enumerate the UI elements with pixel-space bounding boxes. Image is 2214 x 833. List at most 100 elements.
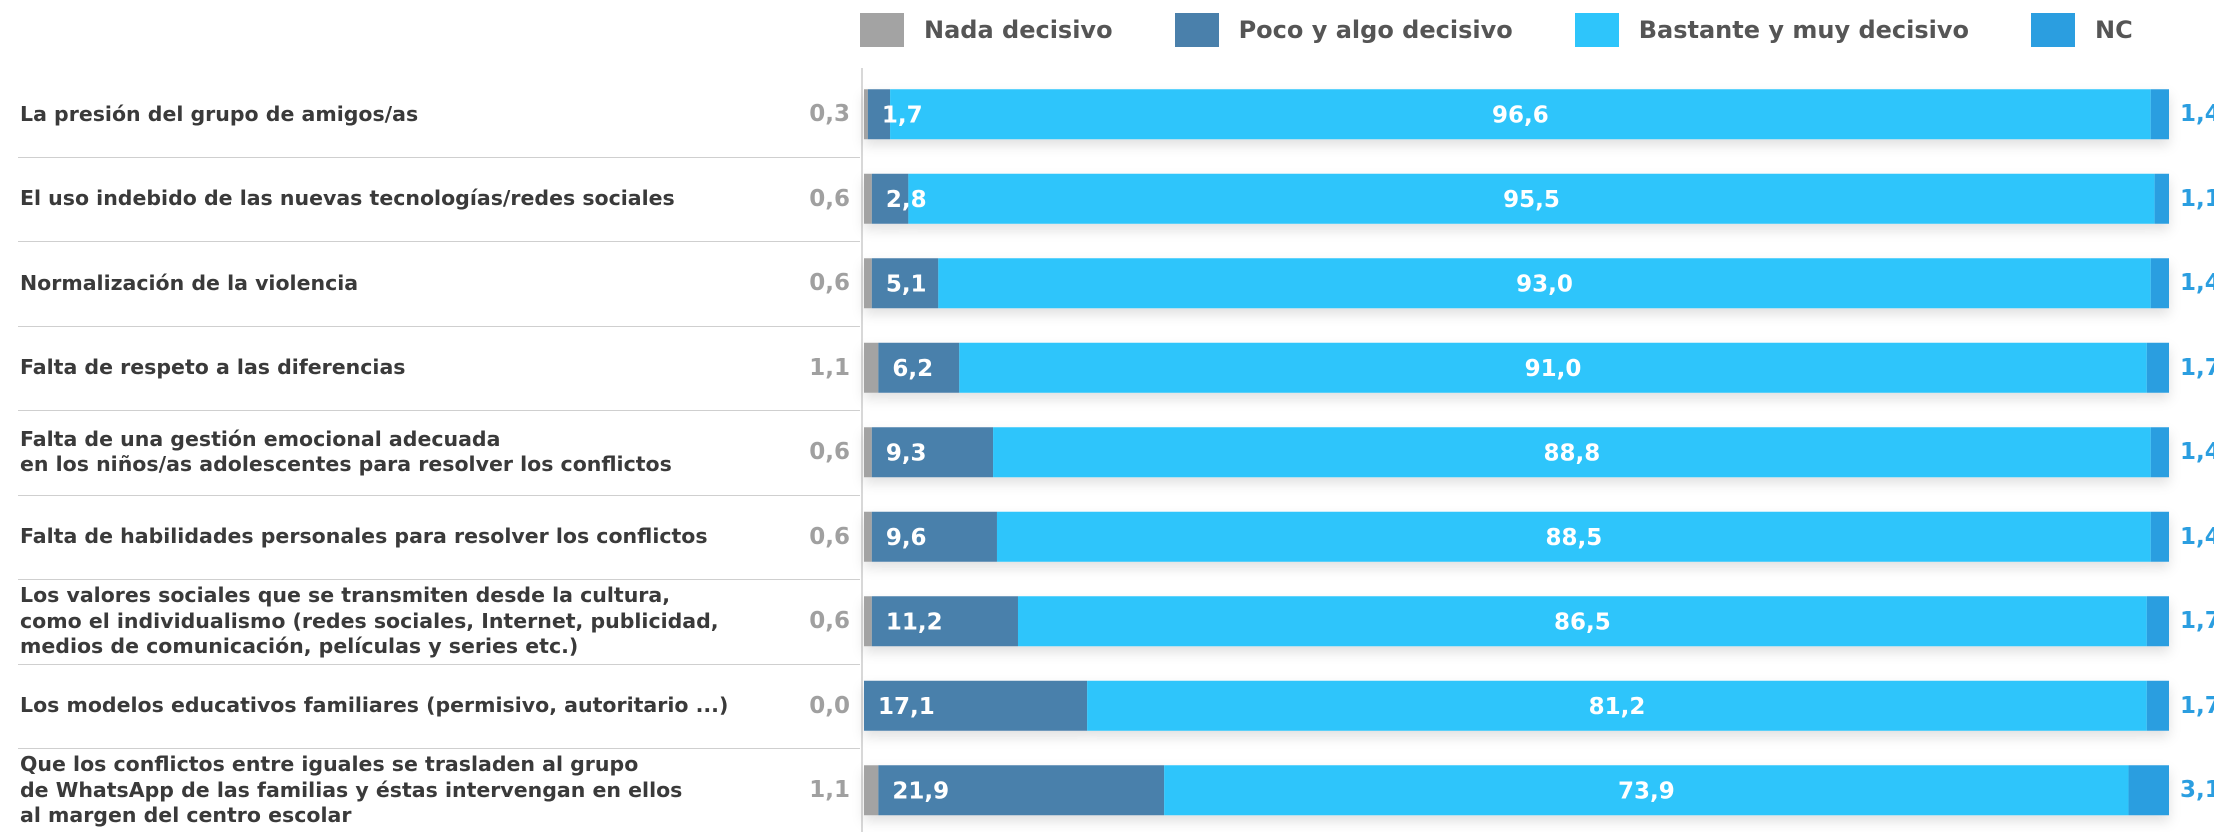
bar-segment-nada [864, 511, 872, 562]
bar-segment-poco [867, 89, 891, 140]
row-separator [18, 241, 860, 242]
value-label-nada: 0,6 [809, 608, 850, 635]
bar-segment-nc [2150, 89, 2169, 140]
legend-label-poco: Poco y algo decisivo [1238, 16, 1513, 44]
bar-segment-nada [864, 596, 872, 647]
legend-swatch-poco [1174, 13, 1219, 47]
bar-segment-poco [871, 258, 939, 309]
bar-segment-nada [864, 342, 879, 393]
bar-segment-nada [864, 258, 872, 309]
legend-item-bastante: Bastante y muy decisivo [1574, 13, 1970, 47]
row-separator [18, 325, 860, 327]
bar-segment-nc [2146, 596, 2170, 647]
bar-segment-poco [871, 173, 909, 224]
bar-segment-nc [2128, 765, 2169, 816]
bar-segment-poco [871, 596, 1018, 647]
row-separator [18, 748, 860, 749]
bar-group [864, 342, 2170, 393]
bar-segment-nc [2154, 173, 2169, 224]
chart-legend: Nada decisivo Poco y algo decisivo Bastant… [860, 8, 2195, 52]
legend-label-nc: NC [2095, 16, 2133, 44]
bar-group [864, 765, 2169, 816]
bar-group [864, 596, 2170, 647]
legend-item-poco: Poco y algo decisivo [1174, 13, 1513, 47]
bar-segment-nada [864, 173, 872, 224]
bar-segment-bastante [908, 173, 2155, 224]
axis-line [861, 68, 863, 832]
value-label-poco: 21,9 [892, 778, 949, 804]
value-label-poco: 6,2 [892, 356, 933, 382]
category-label: La presión del grupo de amigos/as [20, 101, 419, 126]
bar-group [864, 89, 2169, 140]
value-label-poco: 11,2 [886, 609, 943, 635]
category-label: Falta de una gestión emocional adecuada … [20, 426, 672, 477]
bar-segment-bastante [890, 89, 2151, 140]
row-separator [18, 494, 860, 496]
value-label-bastante: 73,9 [1618, 778, 1675, 804]
value-label-bastante: 95,5 [1503, 187, 1560, 213]
bar-group [864, 173, 2169, 224]
bar-group [864, 511, 2169, 562]
legend-label-bastante: Bastante y muy decisivo [1638, 16, 1970, 44]
bar-segment-nc [2150, 427, 2169, 478]
bar-segment-poco [871, 427, 994, 478]
bar-group [864, 680, 2169, 731]
legend-item-nc: NC [2031, 13, 2133, 47]
bar-segment-bastante [959, 342, 2147, 393]
bar-segment-bastante [1087, 680, 2147, 731]
bar-segment-bastante [1017, 596, 2147, 647]
value-label-nc: 1,7 [2180, 692, 2214, 719]
bar-group [864, 427, 2169, 478]
bar-segment-nc [2150, 258, 2169, 309]
bar-segment-bastante [938, 258, 2151, 309]
value-label-bastante: 86,5 [1554, 609, 1611, 635]
bar-segment-nc [2146, 680, 2169, 731]
value-label-poco: 9,3 [886, 440, 927, 466]
bar-group [864, 258, 2169, 309]
bar-segment-nc [2146, 342, 2170, 393]
category-label: Que los conflictos entre iguales se tras… [20, 752, 683, 827]
value-label-bastante: 91,0 [1525, 356, 1582, 382]
value-label-nada: 0,6 [809, 523, 850, 550]
value-label-nc: 1,4 [2180, 270, 2214, 297]
value-label-nc: 1,7 [2180, 608, 2214, 635]
legend-swatch-nada [860, 13, 904, 47]
value-label-nada: 0,3 [809, 101, 850, 128]
category-label: Los valores sociales que se transmiten d… [20, 583, 719, 658]
value-label-nc: 3,1 [2180, 777, 2214, 804]
legend-label-nada: Nada decisivo [924, 16, 1113, 44]
bar-segment-poco [878, 765, 1165, 816]
value-label-poco: 1,7 [882, 102, 923, 128]
category-label: El uso indebido de las nuevas tecnología… [20, 186, 675, 211]
legend-item-nada: Nada decisivo [860, 13, 1113, 47]
value-label-poco: 9,6 [886, 525, 927, 551]
value-label-bastante: 96,6 [1492, 102, 1549, 128]
value-label-nada: 0,0 [809, 692, 850, 719]
bar-segment-bastante [1164, 765, 2129, 816]
legend-swatch-nc [2031, 13, 2076, 47]
bar-segment-bastante [993, 427, 2151, 478]
category-label: Normalización de la violencia [20, 270, 359, 295]
bar-segment-nada [864, 89, 868, 140]
value-label-bastante: 88,5 [1545, 525, 1602, 551]
value-label-poco: 2,8 [886, 187, 927, 213]
row-separator [18, 663, 860, 665]
row-separator [18, 579, 860, 580]
value-label-nc: 1,7 [2180, 354, 2214, 381]
value-label-nada: 0,6 [809, 270, 850, 297]
legend-swatch-bastante [1574, 13, 1619, 47]
bar-segment-nc [2150, 511, 2169, 562]
value-label-nc: 1,1 [2180, 185, 2214, 212]
row-separator [18, 156, 860, 158]
value-label-poco: 5,1 [886, 271, 927, 297]
category-label: Falta de habilidades personales para res… [20, 524, 708, 549]
value-label-nc: 1,4 [2180, 439, 2214, 466]
value-label-poco: 17,1 [878, 694, 935, 720]
bar-segment-bastante [996, 511, 2151, 562]
bar-segment-nada [864, 765, 879, 816]
bar-segment-poco [864, 680, 1088, 731]
bar-segment-nada [864, 427, 872, 478]
value-label-bastante: 93,0 [1516, 271, 1573, 297]
value-label-nc: 1,4 [2180, 101, 2214, 128]
